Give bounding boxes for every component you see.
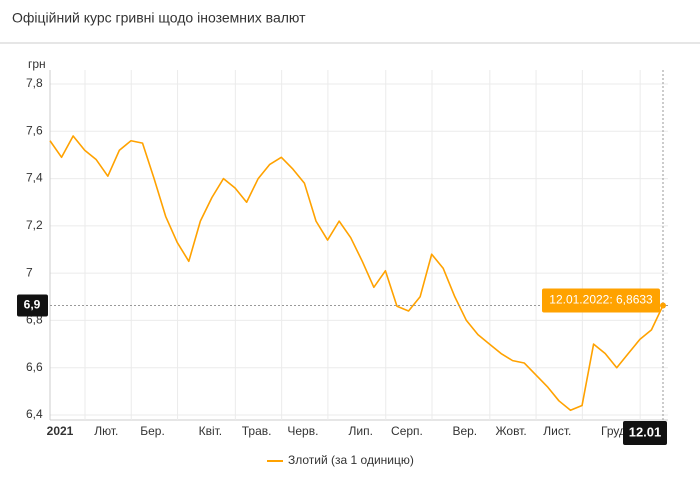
x-tick-label: Трав.	[242, 424, 272, 438]
y-tick-label: 6,6	[26, 360, 43, 374]
x-tick-label: Жовт.	[495, 424, 526, 438]
line	[49, 135, 664, 412]
tooltip-box	[542, 288, 660, 313]
chart-title: Офіційний курс гривні щодо іноземних вал…	[12, 10, 306, 26]
x-tick-label: Серп.	[391, 424, 423, 438]
y-axis-label: грн	[28, 57, 46, 71]
x-tick-label: Груд.	[601, 424, 629, 438]
legend-label: Злотий (за 1 одиницю)	[288, 453, 414, 467]
point	[660, 302, 666, 309]
y-tick-label: 7,8	[26, 76, 43, 90]
y-tick-label: 7,6	[26, 123, 43, 137]
y-tick-label: 6,4	[26, 407, 43, 421]
y-tick-label: 7,4	[26, 171, 43, 185]
x-tick-label: Квіт.	[199, 424, 223, 438]
x-tick-label: Лип.	[349, 424, 373, 438]
x-tick-label: Вер.	[452, 424, 477, 438]
x-tick-label: Бер.	[140, 424, 165, 438]
x-tick-label: Лист.	[543, 424, 571, 438]
x-tick-label: Лют.	[94, 424, 118, 438]
x-tick-label: Черв.	[287, 424, 318, 438]
y-tick-label: 7,2	[26, 218, 43, 232]
crosshair-y-box	[17, 294, 48, 317]
tooltip: 12.01.2022: 6,8633	[549, 293, 653, 307]
x-tick-label: 2021	[47, 424, 74, 438]
crosshair-y-label: 6,9	[24, 298, 41, 312]
crosshair-x-label: 12.01	[629, 424, 662, 439]
y-tick-label: 7	[26, 265, 33, 279]
crosshair-x-box	[623, 421, 667, 445]
